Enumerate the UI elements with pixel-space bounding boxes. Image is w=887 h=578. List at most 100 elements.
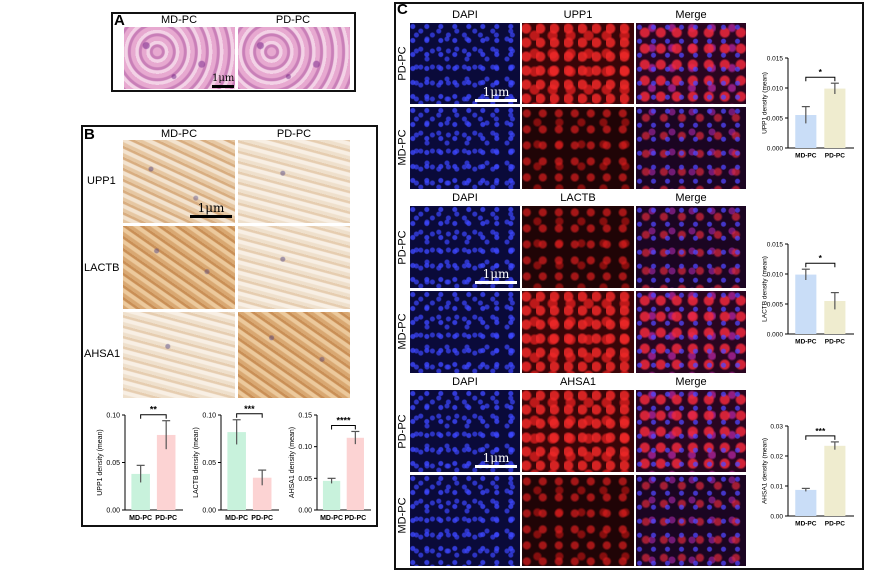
panel-c-col-lactb: LACTB: [560, 192, 596, 204]
ihc-lactb-md: [123, 226, 235, 309]
chart-c1-ytick-label-3: 0.015: [767, 241, 784, 248]
chart-c2-bar-1: [824, 445, 846, 516]
chart-b2-bar-1: [346, 437, 364, 510]
chart-b0-category-1: PD-PC: [155, 515, 177, 522]
chart-c1-ylabel: LACTB density (mean): [762, 256, 769, 322]
chart-c2-ylabel: AHSA1 density (mean): [762, 438, 769, 504]
chart-b1-bar-0: [227, 432, 246, 510]
panel-b-col-pd: PD-PC: [276, 128, 312, 140]
chart-b0-sig-bracket: [140, 414, 167, 419]
chart-c2-bar-0: [795, 489, 817, 516]
chart-c-lactb: 0.000 0.005 0.010 0.015 LACTB density (mean)…: [762, 241, 854, 346]
chart-c1-category-1: PD-PC: [825, 339, 846, 346]
chart-c2-ytick-label-0: 0.00: [770, 513, 783, 520]
chart-c2-ytick-label-2: 0.02: [770, 453, 783, 460]
chart-c-upp1: 0.000 0.005 0.010 0.015 UPP1 density (mean) M…: [762, 55, 854, 160]
panel-b-col-md: MD-PC: [160, 128, 198, 140]
if-ahsa1-md-merge: [636, 475, 746, 566]
chart-c0-ytick-label-3: 0.015: [767, 55, 784, 62]
chart-c1-bar-0: [795, 274, 817, 334]
chart-b2-category-1: PD-PC: [344, 515, 366, 522]
panel-b-scale-bar: 1μm: [190, 198, 232, 218]
chart-b2-ylabel: AHSA1 density (mean): [289, 427, 296, 498]
if-upp1-md-upp1: [522, 107, 634, 189]
chart-c0-bar-0: [795, 115, 817, 148]
chart-b2-bar-0: [322, 480, 341, 510]
panel-a-col-md: MD-PC: [160, 14, 198, 26]
chart-b-lactb: 0.00 0.05 0.10 LACTB density (mean) MD-PC PD-…: [193, 404, 279, 522]
chart-c1-sig-label: *: [819, 253, 823, 263]
chart-b1-category-0: MD-PC: [225, 515, 248, 522]
panel-c-col-merge-3: Merge: [675, 376, 707, 388]
chart-c0-ytick-label-0: 0.000: [767, 145, 784, 152]
chart-c2-sig-label: ***: [815, 426, 826, 436]
chart-b0-ytick-label-2: 0.10: [106, 412, 120, 419]
ihc-lactb-pd: [238, 226, 350, 309]
ihc-upp1-pd: [238, 140, 350, 223]
if-lactb-pd-dapi: [410, 206, 520, 288]
chart-b2-sig-label: ****: [336, 415, 351, 425]
panel-b-scale-label: 1μm: [197, 201, 225, 215]
panel-c-col-dapi-1: DAPI: [452, 9, 478, 21]
panel-a-scale-bar: 1μm: [212, 70, 234, 88]
if-lactb-pd-lactb: [522, 206, 634, 288]
panel-c-scale-label-3: 1μm: [482, 451, 510, 465]
chart-c0-sig-label: *: [819, 67, 823, 77]
chart-c1-sig-bracket: [805, 262, 836, 268]
chart-b1-ylabel: LACTB density (mean): [193, 427, 200, 498]
chart-b0-ytick-label-0: 0.00: [106, 507, 120, 514]
chart-b1-ytick-label-1: 0.05: [202, 460, 216, 467]
if-lactb-md-dapi: [410, 291, 520, 373]
chart-c2-ytick-label-1: 0.01: [770, 483, 783, 490]
if-ahsa1-pd-merge: [636, 390, 746, 472]
panel-c-col-merge-1: Merge: [675, 9, 707, 21]
panel-c-row-2-label: MD-PC: [396, 129, 409, 166]
if-ahsa1-pd-dapi: [410, 390, 520, 472]
chart-c0-sig-bracket: [805, 76, 836, 82]
chart-b0-category-0: MD-PC: [129, 515, 152, 522]
panel-b-row-lactb: LACTB: [84, 262, 120, 274]
ihc-ahsa1-md: [123, 312, 235, 398]
chart-c2-category-1: PD-PC: [825, 521, 846, 528]
panel-c-charts: 0.000 0.005 0.010 0.015 UPP1 density (mean) M…: [762, 55, 854, 528]
panel-b-letter: B: [84, 126, 95, 143]
chart-b0-bar-0: [131, 473, 150, 510]
chart-b0-ylabel: UPP1 density (mean): [97, 429, 104, 496]
panel-c-col-merge-2: Merge: [675, 192, 707, 204]
chart-c1-bar-1: [824, 301, 846, 334]
chart-b1-ytick-label-0: 0.00: [202, 507, 216, 514]
panel-a-col-pd: PD-PC: [275, 14, 311, 26]
chart-b0-sig-label: **: [150, 405, 158, 415]
ihc-upp1-md: [123, 140, 235, 223]
chart-c2-category-0: MD-PC: [795, 521, 817, 528]
chart-c2-sig-bracket: [805, 435, 836, 440]
if-lactb-md-lactb: [522, 291, 634, 373]
chart-b2-sig-bracket: [331, 424, 356, 430]
chart-b1-ytick-label-2: 0.10: [202, 412, 216, 419]
chart-b1-sig-bracket: [236, 413, 263, 418]
chart-b1-sig-label: ***: [244, 404, 255, 414]
if-upp1-pd-merge: [636, 23, 746, 104]
if-ahsa1-md-ahsa1: [522, 475, 634, 566]
ihc-ahsa1-pd: [238, 312, 350, 398]
if-upp1-pd-dapi: [410, 23, 520, 104]
chart-b1-category-1: PD-PC: [251, 515, 273, 522]
panel-c-scale-label-1: 1μm: [482, 85, 510, 99]
panel-c-row-5-label: PD-PC: [396, 414, 409, 449]
if-ahsa1-md-dapi: [410, 475, 520, 566]
chart-c0-category-0: MD-PC: [795, 153, 817, 160]
he-image-md: [124, 27, 235, 89]
chart-b2-category-0: MD-PC: [320, 515, 343, 522]
panel-a-letter: A: [114, 12, 125, 29]
panel-c-col-dapi-3: DAPI: [452, 376, 478, 388]
if-upp1-md-dapi: [410, 107, 520, 189]
panel-a-scale-label: 1μm: [212, 73, 235, 84]
chart-c0-ytick-label-1: 0.005: [767, 115, 784, 122]
panel-b-row-ahsa1: AHSA1: [84, 348, 121, 360]
if-lactb-md-merge: [636, 291, 746, 373]
chart-c0-bar-1: [824, 88, 846, 148]
chart-c1-ytick-label-0: 0.000: [767, 331, 784, 338]
panel-c-col-dapi-2: DAPI: [452, 192, 478, 204]
panel-c-col-ahsa1: AHSA1: [559, 376, 597, 388]
